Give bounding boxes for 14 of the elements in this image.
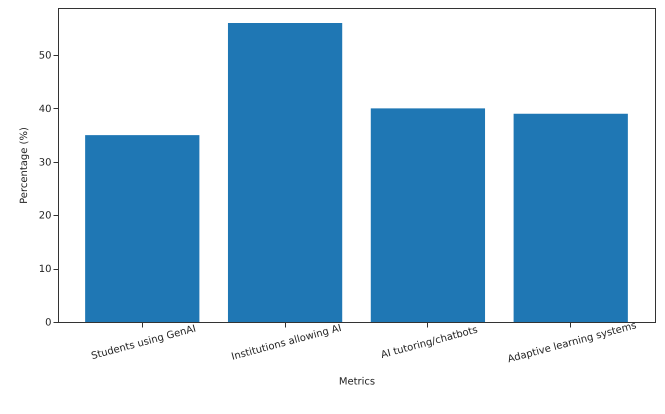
y-tick-label: 20 [38, 210, 52, 222]
y-tick-label: 30 [38, 157, 52, 168]
x-tick-label: Adaptive learning systems [506, 320, 638, 366]
y-tick-label: 10 [38, 264, 52, 276]
bar [514, 114, 628, 322]
y-tick-label: 40 [38, 104, 52, 115]
bar [228, 22, 342, 322]
bar [85, 135, 200, 322]
x-axis-title: Metrics [338, 376, 376, 388]
bar [370, 108, 486, 322]
y-axis-title: Percentage (%) [18, 127, 30, 204]
y-tick-label: 0 [45, 318, 52, 328]
x-tick-label: Students using GenAI [90, 324, 198, 362]
y-tick-label: 50 [38, 50, 52, 62]
